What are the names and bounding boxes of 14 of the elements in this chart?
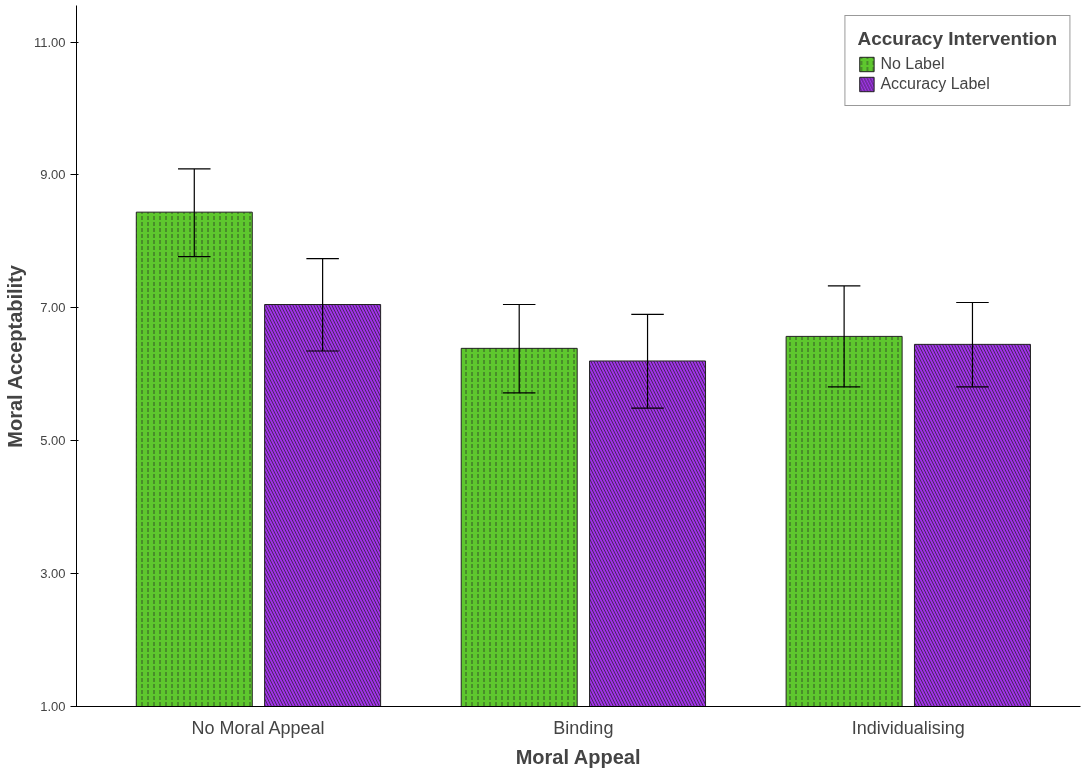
legend-label: No Label xyxy=(880,55,945,73)
y-tick-label: 5.00 xyxy=(40,433,66,449)
y-tick-label: 3.00 xyxy=(40,566,66,582)
y-tick-label: 1.00 xyxy=(40,699,66,714)
y-tick-label: 11.00 xyxy=(33,34,66,50)
x-tick-label: No Moral Appeal xyxy=(191,717,325,738)
x-tick-label: Binding xyxy=(553,717,614,738)
x-tick-label: Individualising xyxy=(851,717,965,738)
x-axis-title: Moral Appeal xyxy=(515,745,641,768)
legend-label: Accuracy Label xyxy=(880,75,990,93)
legend-title: Accuracy Intervention xyxy=(857,28,1057,50)
y-axis-title: Moral Acceptability xyxy=(3,264,26,448)
y-tick-label: 9.00 xyxy=(40,167,66,183)
y-tick-label: 7.00 xyxy=(40,300,66,316)
